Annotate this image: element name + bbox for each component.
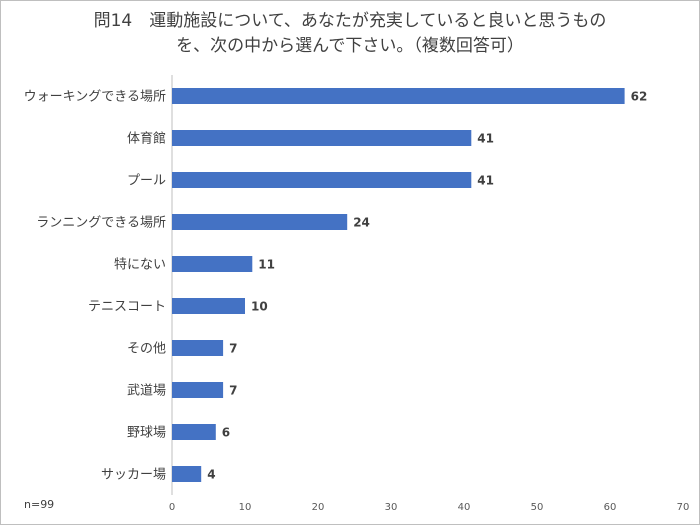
bar: [172, 172, 472, 188]
data-label: 41: [477, 132, 494, 146]
chart-title-line-1: 問14 運動施設について、あなたが充実していると良いと思うもの: [93, 11, 607, 31]
bar: [172, 298, 245, 314]
category-label: 武道場: [127, 384, 166, 399]
category-label: プール: [127, 174, 166, 189]
bar: [172, 340, 224, 356]
category-label: ランニングできる場所: [36, 216, 166, 231]
x-tick-label: 50: [531, 502, 544, 513]
x-tick-label: 40: [458, 502, 471, 513]
data-label: 7: [229, 342, 237, 356]
bar: [172, 382, 224, 398]
bar: [172, 466, 202, 482]
sample-size-note: n=99: [24, 498, 55, 511]
data-label: 62: [631, 90, 648, 104]
bar: [172, 130, 472, 146]
category-label: その他: [127, 342, 166, 357]
data-label: 7: [229, 384, 237, 398]
bar: [172, 424, 216, 440]
category-label: 野球場: [127, 426, 166, 441]
data-label: 10: [251, 300, 268, 314]
data-label: 6: [222, 426, 230, 440]
x-tick-label: 0: [169, 502, 175, 513]
x-tick-label: 70: [677, 502, 690, 513]
category-label: 特にない: [114, 258, 166, 273]
bar: [172, 214, 348, 230]
x-tick-label: 10: [239, 502, 252, 513]
bar: [172, 88, 625, 104]
data-label: 11: [258, 258, 275, 272]
x-tick-label: 60: [604, 502, 617, 513]
x-tick-label: 30: [385, 502, 398, 513]
chart-title-line-2: を、次の中から選んで下さい。（複数回答可）: [176, 36, 524, 56]
data-label: 4: [207, 468, 215, 482]
category-label: 体育館: [127, 131, 166, 147]
category-label: テニスコート: [88, 300, 166, 315]
x-tick-label: 20: [312, 502, 325, 513]
category-label: ウォーキングできる場所: [24, 90, 166, 105]
data-label: 41: [477, 174, 494, 188]
data-label: 24: [353, 216, 370, 230]
category-label: サッカー場: [101, 468, 166, 483]
bar: [172, 256, 253, 272]
